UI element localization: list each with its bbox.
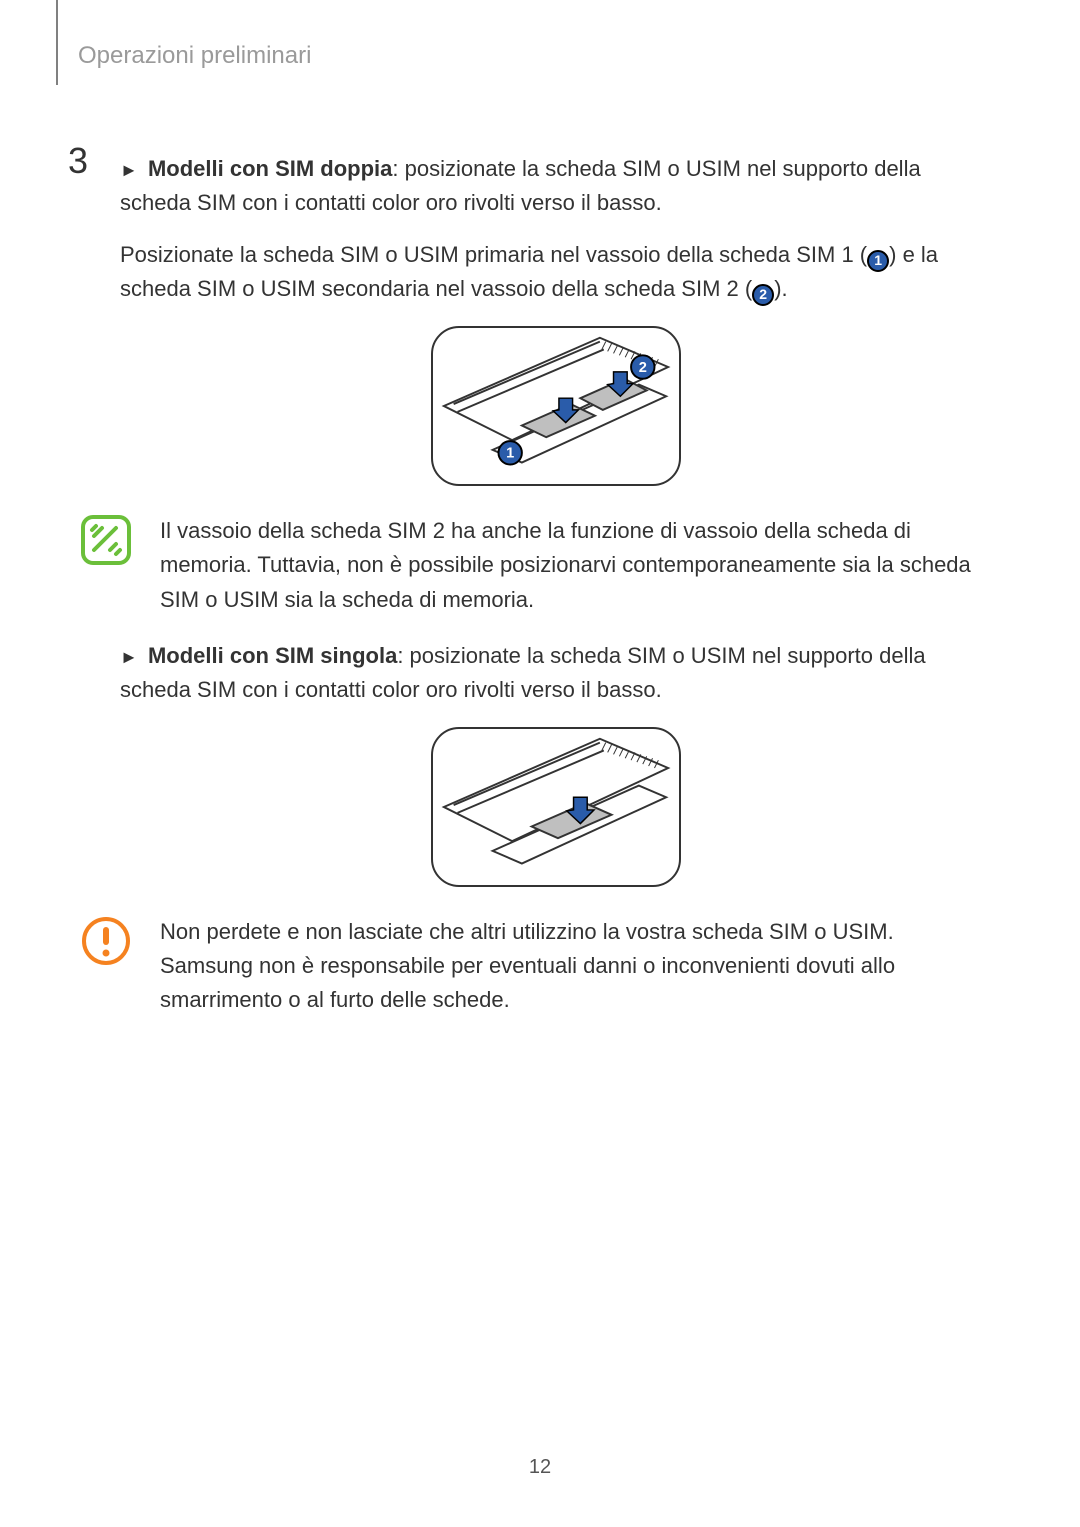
marker-2-inline: 2	[752, 284, 774, 306]
figure-dual-sim: 1 2	[431, 326, 681, 486]
dual-sim-detail-c: ).	[774, 276, 787, 301]
svg-text:2: 2	[639, 360, 647, 376]
arrow-icon: ►	[120, 157, 138, 185]
dual-sim-detail: Posizionate la scheda SIM o USIM primari…	[120, 238, 992, 306]
figure-single-sim	[431, 727, 681, 887]
single-sim-paragraph: ► Modelli con SIM singola: posizionate l…	[120, 639, 992, 707]
single-sim-label: Modelli con SIM singola	[148, 643, 397, 668]
marker-1-inline: 1	[867, 250, 889, 272]
page-number: 12	[0, 1456, 1080, 1479]
note-callout: Il vassoio della scheda SIM 2 ha anche l…	[80, 514, 992, 616]
caution-text: Non perdete e non lasciate che altri uti…	[160, 915, 992, 1017]
step-body: ► Modelli con SIM doppia: posizionate la…	[120, 152, 992, 1039]
caution-icon	[80, 915, 132, 967]
arrow-icon: ►	[120, 644, 138, 672]
svg-text:1: 1	[506, 446, 514, 462]
dual-sim-detail-a: Posizionate la scheda SIM o USIM primari…	[120, 242, 867, 267]
dual-sim-label: Modelli con SIM doppia	[148, 156, 392, 181]
caution-callout: Non perdete e non lasciate che altri uti…	[80, 915, 992, 1017]
note-icon	[80, 514, 132, 566]
section-title: Operazioni preliminari	[78, 42, 311, 70]
note-text: Il vassoio della scheda SIM 2 ha anche l…	[160, 514, 992, 616]
step-number: 3	[68, 140, 88, 182]
dual-sim-paragraph: ► Modelli con SIM doppia: posizionate la…	[120, 152, 992, 220]
header-rule	[56, 0, 58, 85]
